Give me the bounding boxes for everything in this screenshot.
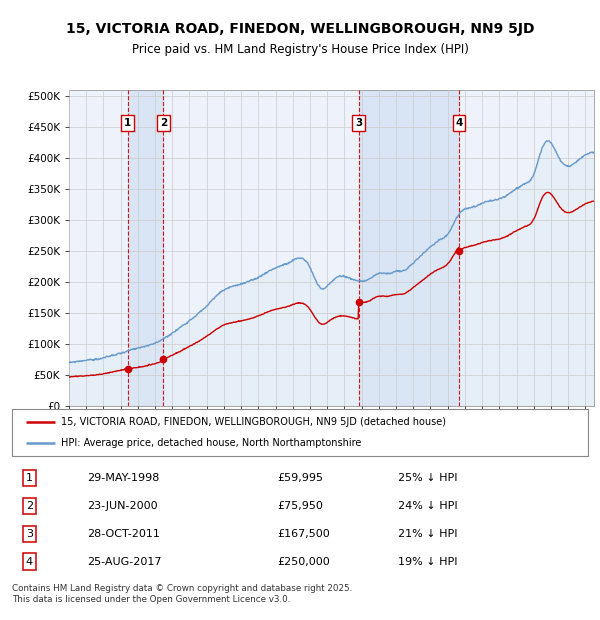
Text: 29-MAY-1998: 29-MAY-1998 <box>87 473 159 483</box>
Text: 1: 1 <box>124 118 131 128</box>
Text: £59,995: £59,995 <box>277 473 323 483</box>
Text: 1: 1 <box>26 473 33 483</box>
Text: Price paid vs. HM Land Registry's House Price Index (HPI): Price paid vs. HM Land Registry's House … <box>131 43 469 56</box>
Text: 25% ↓ HPI: 25% ↓ HPI <box>398 473 457 483</box>
Text: 21% ↓ HPI: 21% ↓ HPI <box>398 529 457 539</box>
Text: 2: 2 <box>160 118 167 128</box>
Text: 15, VICTORIA ROAD, FINEDON, WELLINGBOROUGH, NN9 5JD (detached house): 15, VICTORIA ROAD, FINEDON, WELLINGBOROU… <box>61 417 446 427</box>
Text: 4: 4 <box>26 557 33 567</box>
Text: 15, VICTORIA ROAD, FINEDON, WELLINGBOROUGH, NN9 5JD: 15, VICTORIA ROAD, FINEDON, WELLINGBOROU… <box>66 22 534 36</box>
Text: 28-OCT-2011: 28-OCT-2011 <box>87 529 160 539</box>
Text: 3: 3 <box>26 529 33 539</box>
Text: 4: 4 <box>455 118 463 128</box>
Text: £75,950: £75,950 <box>277 501 323 511</box>
Bar <box>128 90 163 406</box>
Text: 24% ↓ HPI: 24% ↓ HPI <box>398 501 458 511</box>
Text: This data is licensed under the Open Government Licence v3.0.: This data is licensed under the Open Gov… <box>12 595 290 604</box>
Text: 2: 2 <box>26 501 33 511</box>
Text: £250,000: £250,000 <box>277 557 330 567</box>
Text: 25-AUG-2017: 25-AUG-2017 <box>87 557 161 567</box>
Bar <box>359 90 459 406</box>
Text: HPI: Average price, detached house, North Northamptonshire: HPI: Average price, detached house, Nort… <box>61 438 361 448</box>
Text: 23-JUN-2000: 23-JUN-2000 <box>87 501 158 511</box>
Text: 3: 3 <box>355 118 362 128</box>
Text: 19% ↓ HPI: 19% ↓ HPI <box>398 557 457 567</box>
Text: £167,500: £167,500 <box>277 529 330 539</box>
Text: Contains HM Land Registry data © Crown copyright and database right 2025.: Contains HM Land Registry data © Crown c… <box>12 584 352 593</box>
